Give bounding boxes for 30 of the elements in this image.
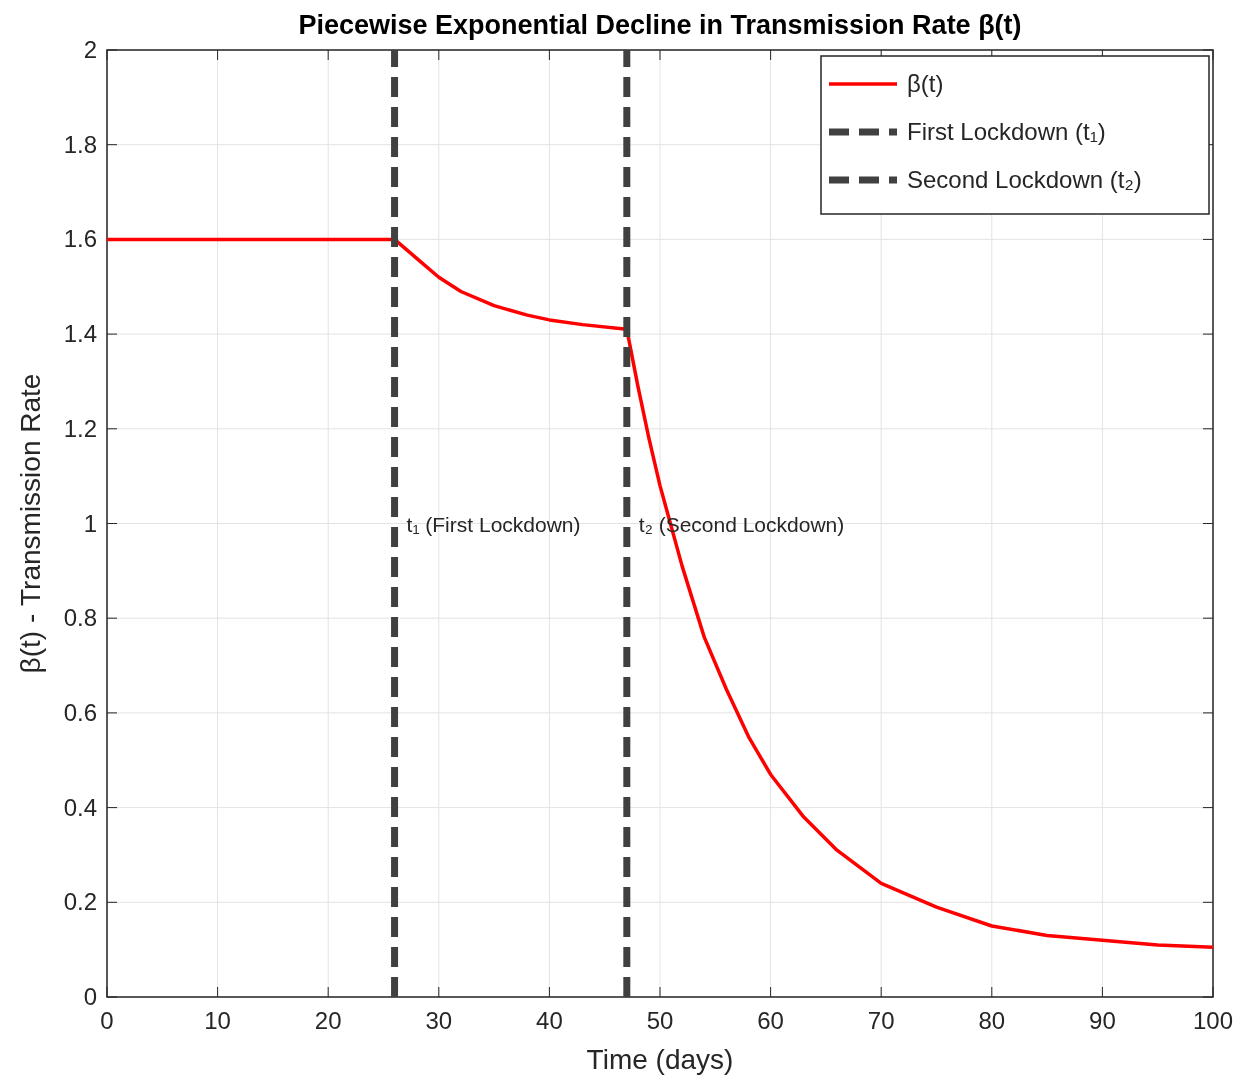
y-tick-label: 0.2 xyxy=(63,888,97,916)
y-tick-label: 1.8 xyxy=(63,130,97,158)
y-tick-label: 1 xyxy=(83,509,97,537)
x-axis-title: Time (days) xyxy=(586,1044,734,1075)
legend-label: First Lockdown (t₁) xyxy=(907,118,1106,145)
x-tick-label: 90 xyxy=(1089,1007,1116,1034)
y-tick-label: 1.4 xyxy=(63,320,97,348)
y-axis-title: β(t) - Transmission Rate xyxy=(15,373,46,674)
x-tick-label: 40 xyxy=(536,1007,563,1034)
x-tick-label: 60 xyxy=(757,1007,784,1034)
y-tick-label: 0.8 xyxy=(63,604,97,632)
y-tick-label: 0.6 xyxy=(63,698,97,726)
line-series xyxy=(105,237,1215,950)
x-tick-label: 20 xyxy=(314,1007,342,1034)
y-tick-label: 0 xyxy=(83,983,97,1010)
y-tick-label: 2 xyxy=(83,36,97,63)
y-tick-label: 1.2 xyxy=(63,414,97,442)
x-tick-label: 0 xyxy=(100,1007,114,1034)
y-tick-label: 0.4 xyxy=(63,793,97,821)
y-tick-label: 1.6 xyxy=(63,225,97,253)
x-tick-label: 70 xyxy=(867,1007,895,1034)
x-tick-label: 80 xyxy=(978,1007,1006,1034)
annotation: t₁ (First Lockdown) xyxy=(406,512,581,536)
legend-label: β(t) xyxy=(907,70,944,97)
x-tick-label: 100 xyxy=(1192,1007,1234,1034)
x-tick-label: 50 xyxy=(646,1007,674,1034)
chart-title: Piecewise Exponential Decline in Transmission Rate β(t) xyxy=(298,10,1022,40)
x-tick-label: 30 xyxy=(425,1007,453,1034)
x-tick-label: 10 xyxy=(204,1007,231,1034)
legend-label: Second Lockdown (t₂) xyxy=(907,166,1142,193)
